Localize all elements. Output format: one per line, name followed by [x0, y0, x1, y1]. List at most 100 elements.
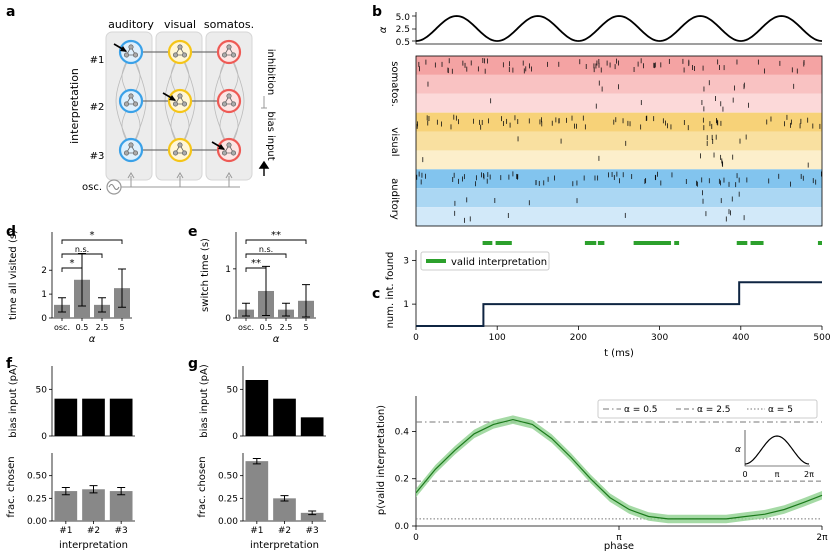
y-axis-label: bias input (pA)	[199, 364, 210, 438]
significance-bracket	[61, 267, 83, 272]
assembly-node	[118, 137, 144, 163]
neuron-dot	[182, 150, 188, 156]
neuron-links	[223, 144, 235, 154]
panel-label-a: a	[6, 4, 15, 20]
neuron-dot	[231, 150, 237, 156]
x-tick-label: 5	[119, 323, 124, 332]
bar	[273, 398, 296, 436]
raster-row-band	[416, 131, 822, 151]
p-valid-axis-label: p(valid interpretation)	[376, 405, 387, 515]
c-legend-box	[597, 399, 818, 419]
bar	[82, 489, 105, 521]
bar	[273, 498, 296, 521]
neuron-dot	[124, 150, 130, 156]
bias-arrowhead	[218, 144, 225, 150]
network-diagram: auditory visual somatos. #1 #2 #3 interp…	[68, 18, 276, 195]
interp-label-3: #3	[90, 151, 105, 162]
y-tick-label: 0.50	[218, 472, 238, 482]
y-tick-label: 50	[36, 385, 48, 395]
neuron-dot	[133, 52, 139, 58]
assembly-node	[167, 88, 193, 114]
neuron-links	[223, 46, 235, 56]
neuron-dot	[128, 93, 134, 99]
legend-label: α = 0.5	[624, 405, 658, 415]
neuron-dot	[128, 142, 134, 148]
x-tick-label: #3	[115, 526, 128, 536]
chart-f-bottom: #1 #2 #3 0.00 0.25 0.50 frac. chosen interpreta…	[6, 453, 135, 551]
significance-bracket	[245, 267, 267, 272]
error-bar	[282, 302, 290, 317]
x-tick-label: 100	[489, 333, 506, 343]
assembly-node	[167, 137, 193, 163]
x-tick-label: #2	[278, 526, 291, 536]
phase-ticks: 0 π 2π 0.0 0.2 0.4	[395, 427, 828, 543]
significance-bracket	[245, 253, 287, 258]
assembly-circle	[216, 39, 242, 65]
bar	[245, 380, 269, 436]
neuron-dot	[177, 44, 183, 50]
y-tick-label: 0	[41, 314, 47, 324]
neuron-dot	[222, 52, 228, 58]
x-axis-label: interpretation	[250, 540, 319, 551]
error-bar	[89, 485, 98, 494]
panel-label-c: c	[372, 286, 380, 302]
alpha-axes: 5.0 2.5 0.5 α	[378, 12, 823, 48]
x-tick-label: 200	[570, 333, 587, 343]
y-tick-label: 3	[403, 256, 409, 266]
neuron-links	[174, 144, 186, 154]
network-nodes	[113, 39, 242, 163]
bias-arrowhead	[120, 46, 127, 52]
phase-panel: 0 π 2π 0.0 0.2 0.4 p(valid interpretation) ph…	[376, 396, 828, 552]
inset-tick-label: π	[775, 470, 780, 479]
assembly-node	[118, 39, 144, 65]
raster-row-band	[416, 188, 822, 208]
x-tick-label: 300	[651, 333, 668, 343]
significance-label: n.s.	[259, 245, 273, 254]
raster-spikes	[416, 58, 822, 223]
significance-label: **	[251, 258, 261, 269]
raster-group-label: visual	[389, 127, 400, 156]
y-tick-label: 1	[41, 290, 47, 300]
x-axis-label: α	[89, 334, 96, 345]
y-tick-label: 50	[227, 385, 239, 395]
bar	[109, 491, 133, 521]
error-bar	[78, 253, 86, 307]
inhibition-link	[228, 51, 245, 151]
bias-arrow-icon	[258, 160, 270, 176]
y-tick-label: 0.2	[395, 475, 409, 485]
raster-row-band	[416, 93, 822, 113]
assembly-circle	[118, 137, 144, 163]
legend-label: α = 2.5	[697, 405, 731, 415]
neuron-dot	[231, 101, 237, 107]
modality-auditory: auditory	[108, 18, 154, 31]
y-tick-label: 0.0	[395, 522, 410, 532]
neuron-dot	[124, 101, 130, 107]
neuron-dot	[226, 93, 232, 99]
neuron-dot	[133, 150, 139, 156]
curve-confidence-band	[416, 415, 822, 524]
inset-alpha-curve	[744, 435, 810, 465]
error-bar	[308, 510, 317, 516]
significance-bracket	[245, 239, 307, 244]
error-bar	[252, 457, 261, 465]
neuron-dot	[226, 44, 232, 50]
neuron-dot	[226, 142, 232, 148]
y-tick-label: 0.00	[218, 517, 238, 527]
x-axis-label: interpretation	[59, 540, 128, 551]
alpha-tick-label: 5.0	[396, 13, 411, 23]
raster-row-band	[416, 74, 822, 94]
alpha-axis-label: α	[378, 26, 389, 33]
x-tick-label: 2π	[816, 533, 828, 543]
raster-axes: somatos. visual auditory	[389, 55, 823, 227]
panel-label-f: f	[6, 356, 13, 372]
assembly-circle	[216, 88, 242, 114]
p-valid-series-line	[415, 418, 823, 520]
x-tick-label: 2.5	[96, 323, 109, 332]
neuron-dot	[124, 52, 130, 58]
assembly-node	[167, 39, 193, 65]
chart-f-top: 0 50 bias input (pA)	[8, 364, 135, 442]
neuron-links	[174, 46, 186, 56]
error-bar	[117, 486, 126, 496]
assembly-node	[216, 88, 242, 114]
bar	[54, 398, 78, 436]
